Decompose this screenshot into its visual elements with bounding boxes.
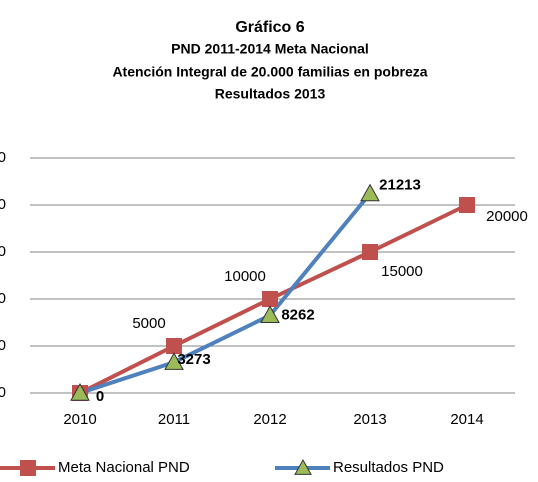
marker (70, 382, 90, 401)
y-tick-label: 10000 (0, 290, 6, 307)
data-label: 3273 (177, 351, 210, 368)
marker (260, 305, 280, 324)
marker (459, 197, 475, 213)
x-tick-label: 2010 (63, 411, 96, 428)
marker (166, 338, 182, 354)
y-tick-label: 0 (0, 384, 6, 401)
data-label: 8262 (281, 306, 314, 323)
data-label: 20000 (486, 208, 528, 225)
x-tick-label: 2013 (353, 411, 386, 428)
data-label: 10000 (224, 268, 266, 285)
y-tick-label: 5000 (0, 337, 6, 354)
chart-subtitle: Resultados 2013 (215, 86, 326, 102)
data-label: 5000 (132, 315, 165, 332)
chart-subtitle: Atención Integral de 20.000 familias en … (112, 64, 427, 80)
marker (164, 352, 184, 370)
legend-marker (294, 458, 312, 475)
marker (362, 244, 378, 260)
data-label: 15000 (381, 263, 423, 280)
legend-label: Resultados PND (333, 459, 444, 476)
legend-marker (20, 460, 36, 476)
x-tick-label: 2014 (450, 411, 483, 428)
marker (262, 291, 278, 307)
legend-label: Meta Nacional PND (58, 459, 190, 476)
line (79, 192, 372, 395)
chart-title: Gráfico 6 (235, 19, 304, 36)
x-tick-label: 2012 (253, 411, 286, 428)
marker (360, 183, 380, 202)
x-tick-label: 2011 (158, 411, 190, 428)
data-label: 21213 (379, 177, 421, 194)
y-tick-label: 20000 (0, 196, 6, 213)
y-tick-label: 25000 (0, 149, 6, 166)
y-tick-label: 15000 (0, 243, 6, 260)
chart-subtitle: PND 2011-2014 Meta Nacional (171, 41, 369, 57)
data-label: 0 (96, 388, 104, 405)
